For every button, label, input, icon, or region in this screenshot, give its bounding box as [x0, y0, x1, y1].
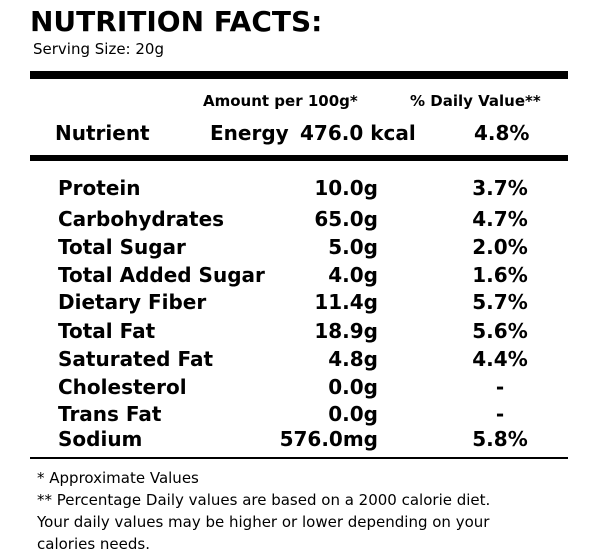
nutrient-name: Trans Fat [58, 402, 162, 426]
title: NUTRITION FACTS: [30, 5, 323, 38]
amount-header: Amount per 100g* [203, 92, 358, 110]
nutrient-amount: 4.0g [328, 263, 378, 287]
thin-rule [30, 457, 568, 459]
nutrient-amount: 18.9g [314, 319, 378, 343]
energy-dv: 4.8% [474, 121, 530, 145]
nutrient-name: Total Added Sugar [58, 263, 265, 287]
nutrient-amount: 0.0g [328, 402, 378, 426]
nutrient-dv: 1.6% [472, 263, 528, 287]
nutrient-name: Total Sugar [58, 235, 186, 259]
nutrient-name: Cholesterol [58, 375, 187, 399]
nutrient-dv: 4.4% [472, 347, 528, 371]
footnote: Your daily values may be higher or lower… [37, 513, 490, 531]
nutrient-amount: 0.0g [328, 375, 378, 399]
thick-rule [30, 71, 568, 79]
footnote: calories needs. [37, 535, 150, 553]
nutrient-amount: 4.8g [328, 347, 378, 371]
nutrient-amount: 11.4g [314, 290, 378, 314]
nutrient-amount: 65.0g [314, 207, 378, 231]
nutrient-amount: 576.0mg [279, 427, 378, 451]
nutrient-name: Total Fat [58, 319, 156, 343]
nutrient-dv: 3.7% [472, 176, 528, 200]
nutrient-name: Carbohydrates [58, 207, 225, 231]
nutrient-amount: 10.0g [314, 176, 378, 200]
nutrient-name: Dietary Fiber [58, 290, 207, 314]
footnote: * Approximate Values [37, 469, 199, 487]
dv-header: % Daily Value** [410, 92, 541, 110]
nutrient-header: Nutrient [55, 121, 150, 145]
nutrient-dv: 5.7% [472, 290, 528, 314]
nutrient-dv: - [495, 375, 505, 399]
serving-size: Serving Size: 20g [33, 40, 164, 58]
nutrient-name: Saturated Fat [58, 347, 214, 371]
nutrient-name: Sodium [58, 427, 143, 451]
nutrient-dv: - [495, 402, 505, 426]
energy-label: Energy [210, 121, 289, 145]
nutrient-dv: 4.7% [472, 207, 528, 231]
nutrient-amount: 5.0g [328, 235, 378, 259]
energy-value: 476.0 kcal [300, 121, 416, 145]
thick-rule [30, 155, 568, 161]
nutrient-dv: 5.6% [472, 319, 528, 343]
nutrient-dv: 5.8% [472, 427, 528, 451]
nutrient-name: Protein [58, 176, 141, 200]
footnote: ** Percentage Daily values are based on … [37, 491, 491, 509]
nutrient-dv: 2.0% [472, 235, 528, 259]
